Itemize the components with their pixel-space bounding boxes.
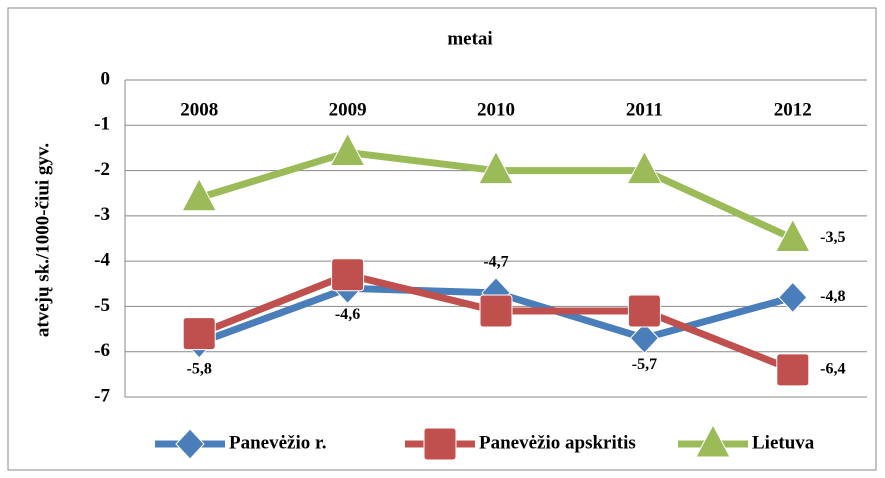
y-tick-label: -6 <box>94 340 110 361</box>
x-tick-label: 2009 <box>329 99 367 120</box>
y-tick-label: -3 <box>94 204 110 225</box>
marker <box>774 218 811 252</box>
data-label: -3,5 <box>820 229 845 246</box>
x-tick-label: 2011 <box>626 99 663 120</box>
y-tick-label: -7 <box>94 385 110 406</box>
data-label: -5,7 <box>632 356 657 373</box>
x-tick-label: 2008 <box>180 99 218 120</box>
y-tick-label: -2 <box>94 159 110 180</box>
chart-frame <box>7 7 877 471</box>
data-label: -4,7 <box>483 254 508 271</box>
marker <box>182 317 216 351</box>
data-label: -6,4 <box>820 361 845 378</box>
legend-label: Panevėžio r. <box>229 432 326 453</box>
y-tick-label: 0 <box>101 68 111 89</box>
marker <box>479 294 513 328</box>
marker <box>627 294 661 328</box>
legend-label: Panevėžio apskritis <box>479 432 636 453</box>
y-tick-label: -5 <box>94 295 110 316</box>
marker <box>776 353 810 387</box>
marker <box>778 281 808 314</box>
data-label: -4,6 <box>335 306 360 323</box>
marker <box>626 150 663 185</box>
y-axis-label: atvejų sk./1000-čiui gyv. <box>32 143 53 337</box>
y-tick-label: -1 <box>94 114 110 135</box>
marker <box>478 150 514 185</box>
x-tick-label: 2010 <box>477 99 515 120</box>
legend-marker <box>175 428 205 460</box>
legend-marker <box>695 423 731 458</box>
marker <box>331 258 365 292</box>
marker <box>181 177 218 212</box>
data-label: -5,8 <box>187 360 212 377</box>
data-label: -4,8 <box>820 288 845 305</box>
marker <box>629 322 660 354</box>
x-tick-label: 2012 <box>774 99 812 120</box>
legend-marker <box>423 427 457 461</box>
legend-label: Lietuva <box>752 432 815 453</box>
chart-title: metai <box>447 28 492 49</box>
y-tick-label: -4 <box>94 250 110 271</box>
marker <box>329 132 366 166</box>
